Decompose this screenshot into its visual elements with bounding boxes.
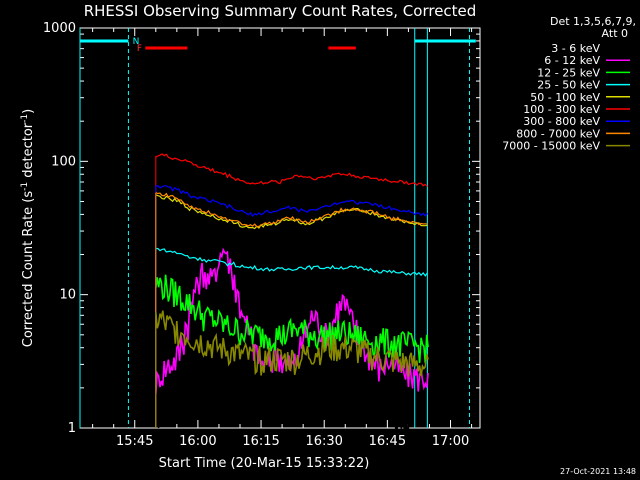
legend-label-2: 12 - 25 keV xyxy=(537,66,600,79)
y-axis-label: Corrected Count Rate (s-1 detector-1) xyxy=(20,109,36,347)
x-tick-label: 16:00 xyxy=(179,434,216,449)
legend-label-4: 50 - 100 keV xyxy=(530,91,600,104)
data-series xyxy=(155,153,429,431)
chart-title: RHESSI Observing Summary Count Rates, Co… xyxy=(84,2,477,20)
legend-label-7: 800 - 7000 keV xyxy=(516,127,600,140)
y-tick-label: 10 xyxy=(59,288,76,303)
x-tick-label: 16:30 xyxy=(305,434,342,449)
y-tick-label: 1000 xyxy=(43,21,76,36)
legend-label-6: 300 - 800 keV xyxy=(523,115,600,128)
footer-timestamp: 27-Oct-2021 13:48 xyxy=(560,467,636,476)
series-line-2 xyxy=(155,274,429,364)
y-tick-label: 100 xyxy=(51,154,76,169)
legend-label-5: 100 - 300 keV xyxy=(523,103,600,116)
y-axis-label-part2: detector xyxy=(21,122,36,182)
y-axis-label-exp2: -1 xyxy=(20,114,30,123)
series-line-5 xyxy=(155,153,428,187)
legend-label-8: 7000 - 15000 keV xyxy=(502,140,600,153)
x-tick-label: 16:45 xyxy=(369,434,406,449)
x-axis-label: Start Time (20-Mar-15 15:33:22) xyxy=(159,456,370,471)
legend-header-line1: Det 1,3,5,6,7,9, xyxy=(550,15,636,28)
series-line-8 xyxy=(155,310,429,377)
x-tick-label: 17:00 xyxy=(432,434,469,449)
y-axis-label-exp1: -1 xyxy=(20,182,30,191)
series-line-7 xyxy=(155,192,428,228)
series-line-3 xyxy=(155,247,428,277)
y-tick-label: 1 xyxy=(68,421,76,436)
legend-label-0: 3 - 6 keV xyxy=(551,42,600,55)
legend-label-1: 6 - 12 keV xyxy=(544,54,600,67)
series-line-4 xyxy=(155,194,428,230)
legend-label-3: 25 - 50 keV xyxy=(537,79,600,92)
series-line-6 xyxy=(155,185,428,217)
axes: 1 10 100 1000 15:45 16:00 16:15 16:30 16:45 17:00 xyxy=(43,21,481,449)
x-tick-label: 16:15 xyxy=(242,434,279,449)
y-axis-label-part3: ) xyxy=(21,109,36,114)
night-flag-label: N xyxy=(133,37,140,47)
flare-flag-label: F xyxy=(137,44,142,54)
legend-header-line2: Att 0 xyxy=(602,27,628,40)
x-tick-label: 15:45 xyxy=(116,434,153,449)
y-axis-label-part1: Corrected Count Rate (s xyxy=(21,191,36,348)
